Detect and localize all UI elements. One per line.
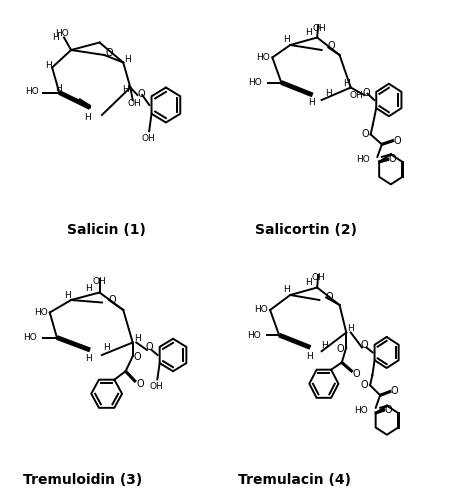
Text: O: O: [361, 380, 368, 390]
Text: H: H: [134, 334, 141, 343]
Text: HO: HO: [248, 78, 262, 87]
Text: H: H: [53, 33, 59, 42]
Text: HO: HO: [23, 333, 36, 342]
Text: O: O: [363, 88, 370, 98]
Text: H: H: [283, 36, 290, 44]
Text: H: H: [347, 324, 354, 333]
Text: HO: HO: [25, 87, 39, 96]
Text: Salicin (1): Salicin (1): [67, 223, 146, 237]
Text: O: O: [109, 295, 117, 305]
Text: O: O: [394, 136, 401, 145]
Text: OH: OH: [312, 24, 326, 33]
Text: H: H: [84, 113, 91, 122]
Text: O: O: [385, 405, 392, 415]
Text: O: O: [146, 342, 153, 352]
Text: H: H: [306, 352, 313, 361]
Text: H: H: [308, 98, 315, 107]
Text: H: H: [45, 60, 52, 70]
Text: HO: HO: [354, 406, 368, 415]
Text: O: O: [136, 379, 144, 389]
Text: Tremulacin (4): Tremulacin (4): [238, 473, 351, 487]
Text: O: O: [353, 368, 360, 379]
Text: H: H: [125, 56, 131, 64]
Text: H: H: [122, 86, 129, 94]
Text: O: O: [337, 344, 345, 354]
Text: H: H: [322, 340, 328, 349]
Text: H: H: [64, 290, 71, 300]
Text: O: O: [389, 154, 396, 164]
Text: O: O: [328, 42, 336, 51]
Text: H: H: [343, 79, 350, 88]
Text: O: O: [391, 386, 399, 396]
Text: H: H: [305, 278, 311, 287]
Text: HO: HO: [356, 155, 370, 164]
Text: HO: HO: [247, 330, 261, 340]
Text: HO: HO: [34, 308, 47, 317]
Text: H: H: [55, 84, 62, 93]
Text: OH: OH: [127, 99, 141, 108]
Text: Tremuloidin (3): Tremuloidin (3): [23, 473, 143, 487]
Text: O: O: [361, 130, 369, 140]
Text: HO: HO: [256, 53, 270, 62]
Text: OH: OH: [92, 277, 107, 286]
Text: H: H: [103, 343, 110, 352]
Text: OH: OH: [311, 273, 325, 282]
Text: H: H: [85, 284, 92, 293]
Text: O: O: [105, 48, 113, 58]
Text: H: H: [305, 28, 311, 37]
Text: O: O: [137, 89, 145, 99]
Text: O: O: [326, 292, 333, 302]
Text: H: H: [325, 89, 332, 98]
Text: O: O: [134, 352, 141, 362]
Text: OH: OH: [349, 90, 363, 100]
Text: H: H: [283, 286, 290, 294]
Text: O: O: [360, 340, 368, 350]
Text: HO: HO: [55, 29, 69, 38]
Text: HO: HO: [254, 306, 268, 314]
Text: OH: OH: [141, 134, 155, 143]
Text: H: H: [85, 354, 92, 363]
Text: OH: OH: [149, 382, 163, 392]
Text: Salicortin (2): Salicortin (2): [255, 223, 357, 237]
